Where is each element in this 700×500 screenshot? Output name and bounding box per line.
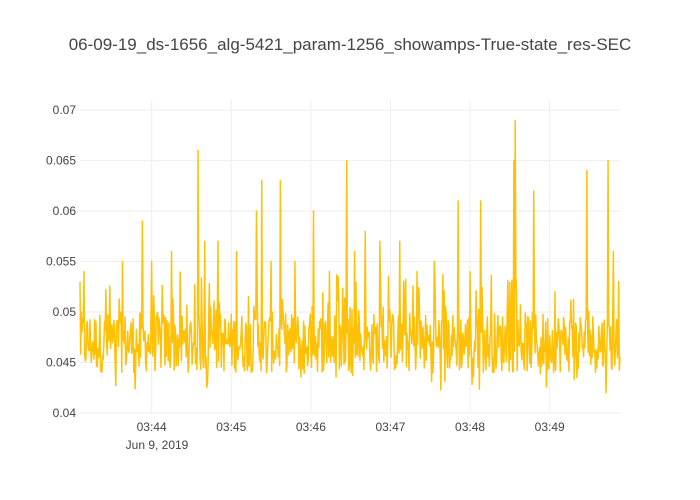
plot-area[interactable]: [79, 119, 621, 394]
x-tick-label-0: 03:44: [137, 420, 167, 434]
x-tick-labels: 03:44 03:45 03:46 03:47 03:48 03:49: [137, 420, 565, 434]
y-tick-labels: 0.04 0.045 0.05 0.055 0.06 0.065 0.07: [46, 103, 76, 420]
y-tick-label-0: 0.04: [53, 406, 77, 420]
x-tick-label-1: 03:45: [216, 420, 246, 434]
x-tick-label-2: 03:46: [296, 420, 326, 434]
y-tick-label-4: 0.06: [53, 204, 77, 218]
x-tick-label-4: 03:48: [455, 420, 485, 434]
x-tick-label-5: 03:49: [535, 420, 565, 434]
chart-title: 06-09-19_ds-1656_alg-5421_param-1256_sho…: [69, 35, 632, 54]
x-tick-label-3: 03:47: [375, 420, 405, 434]
y-tick-label-5: 0.065: [46, 154, 76, 168]
y-tick-label-1: 0.045: [46, 356, 76, 370]
y-tick-label-2: 0.05: [53, 305, 77, 319]
x-axis-date-label: Jun 9, 2019: [126, 438, 189, 452]
y-tick-label-6: 0.07: [53, 103, 77, 117]
y-tick-label-3: 0.055: [46, 255, 76, 269]
series-line[interactable]: [79, 119, 621, 394]
